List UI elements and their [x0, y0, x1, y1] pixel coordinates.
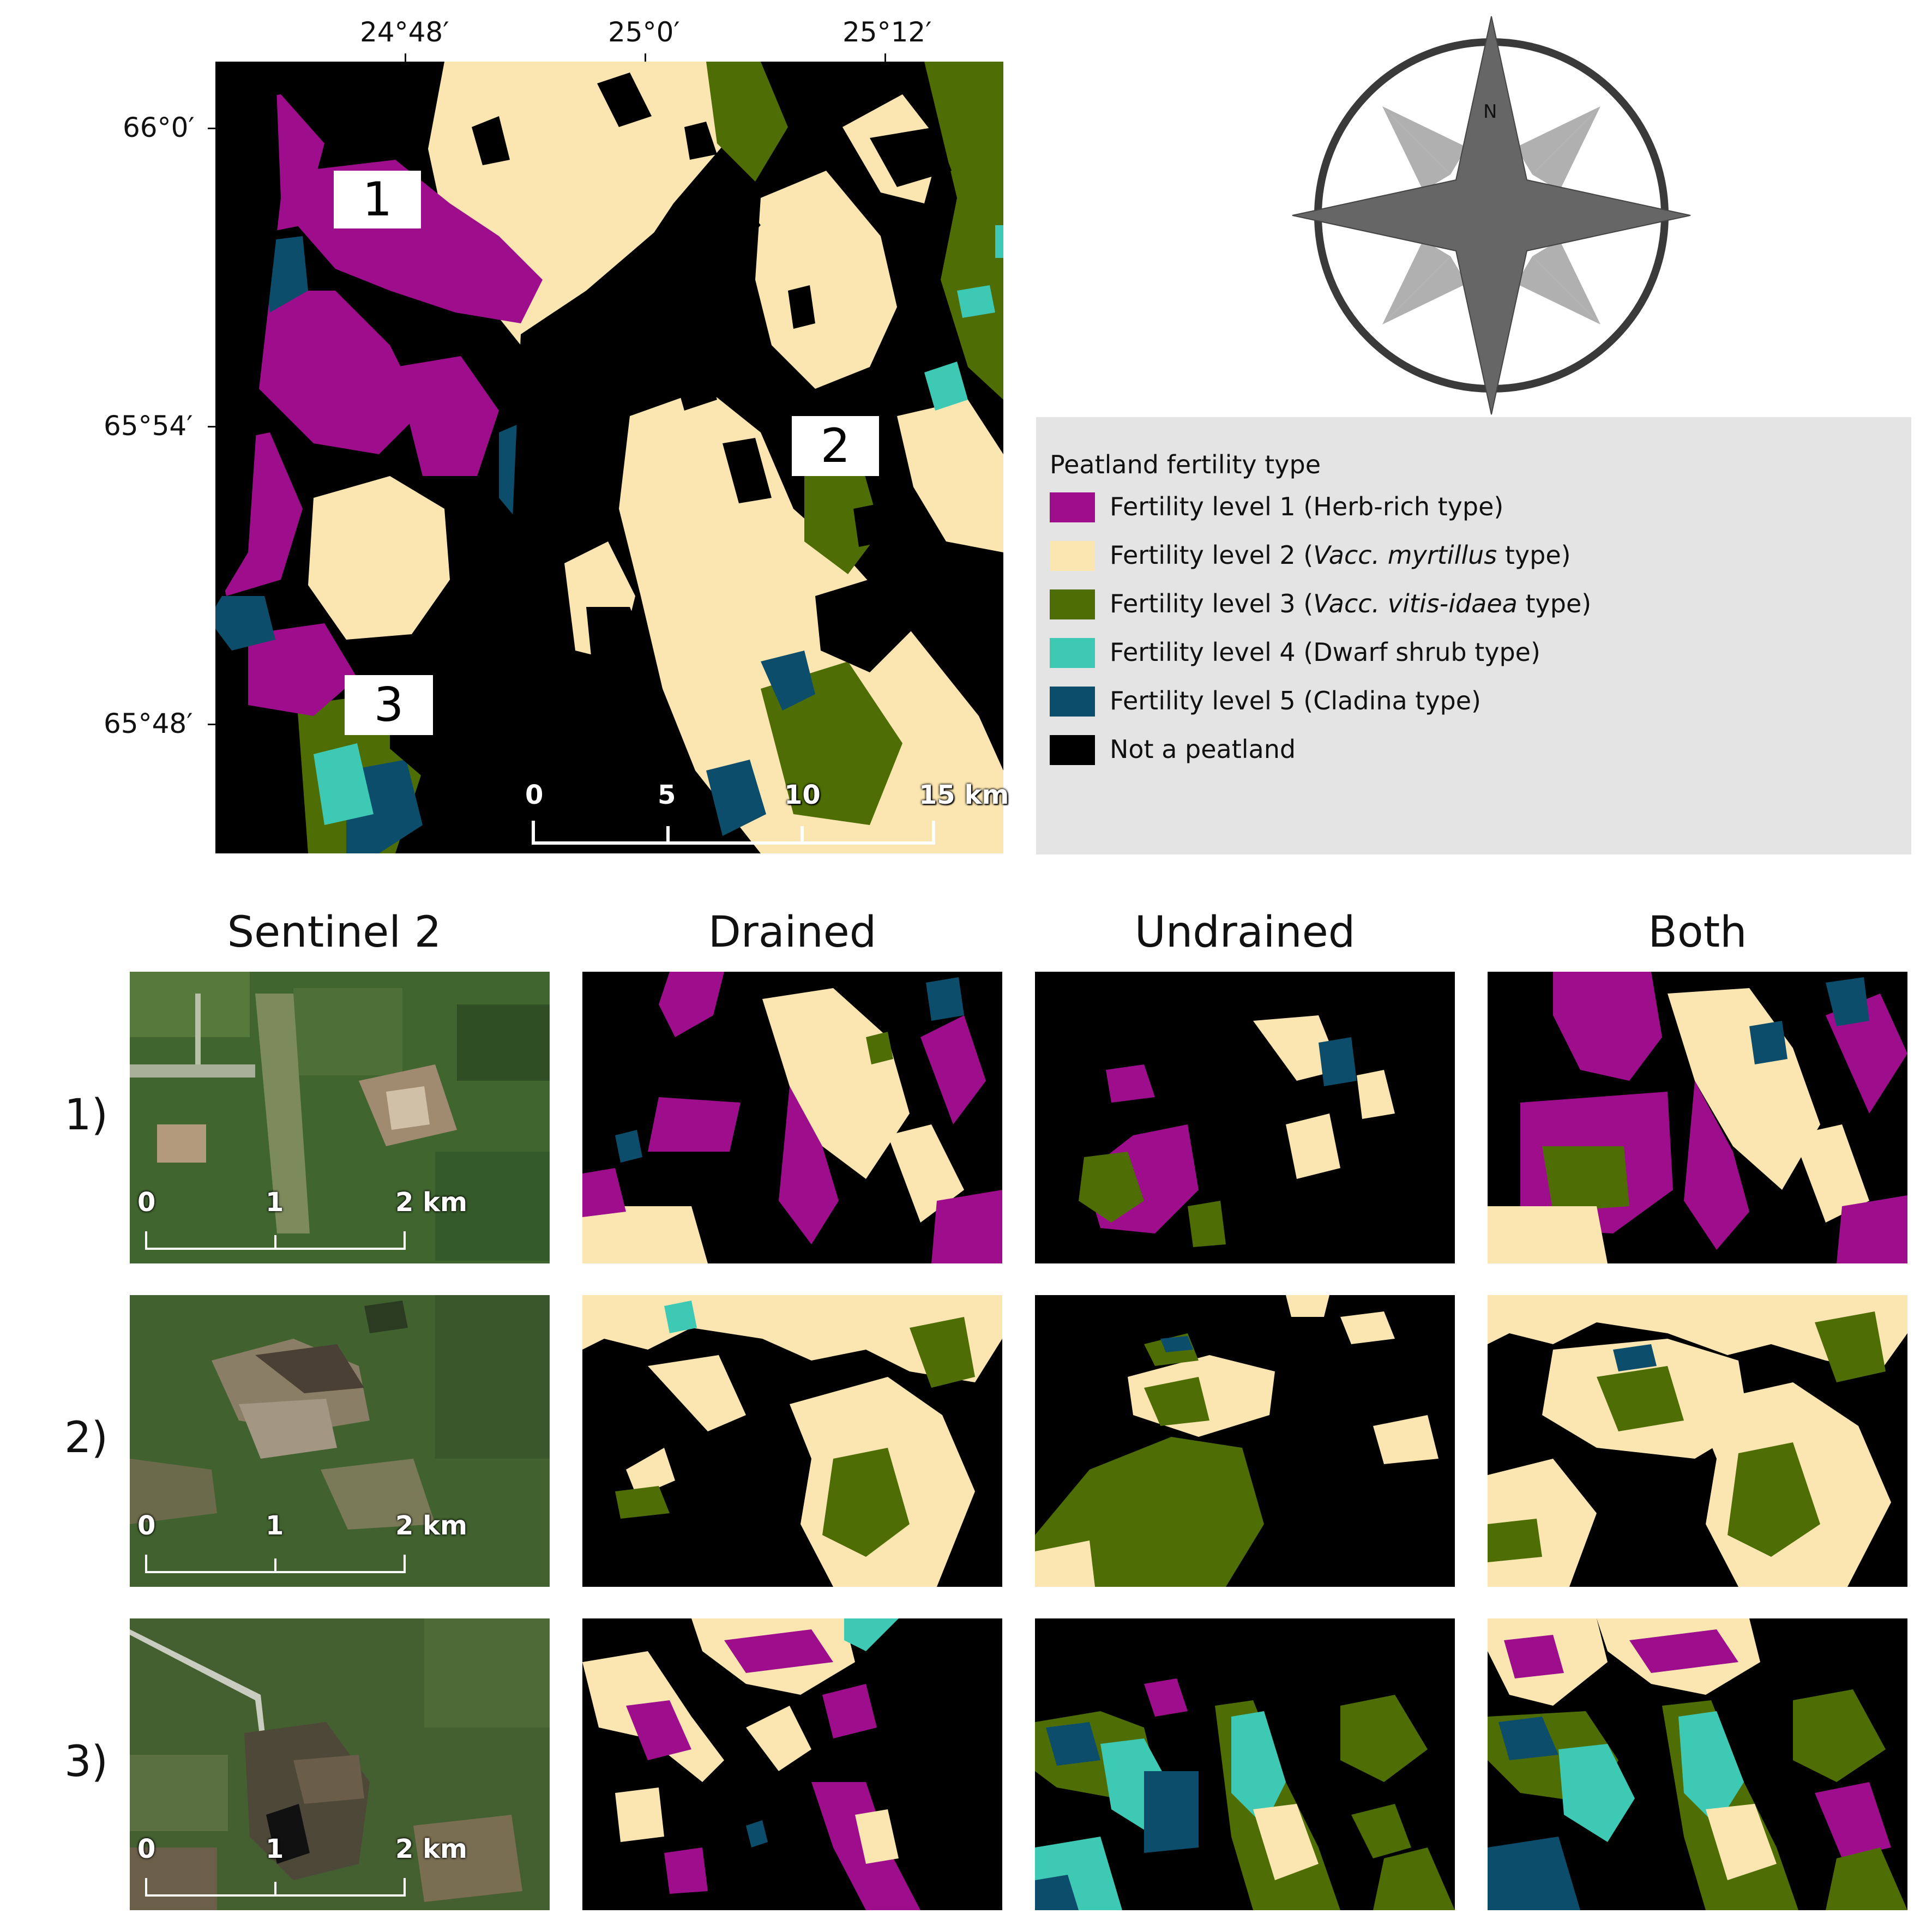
lat-label-1: 66°0′ [123, 112, 195, 143]
drained-map-1 [582, 972, 1002, 1263]
row-label-1: 1) [64, 1091, 109, 1140]
scale-label-10: 10 [784, 780, 821, 810]
region-box-3: 3 [345, 675, 433, 735]
drained-map-3 [582, 1618, 1002, 1910]
small-scale-2-r3: 2 km [395, 1834, 468, 1864]
undrained-panel-1[interactable] [1035, 972, 1455, 1263]
legend-swatch-fertility-4 [1050, 638, 1095, 668]
small-scale-tick-a-r1 [145, 1231, 147, 1250]
small-scale-1-r3: 1 [266, 1834, 284, 1864]
scale-label-0: 0 [525, 780, 544, 810]
legend-swatch-fertility-5 [1050, 687, 1095, 717]
legend-swatch-fertility-3 [1050, 589, 1095, 619]
main-scale-bar [532, 841, 935, 845]
sentinel-image-3 [130, 1618, 550, 1910]
column-header-sentinel: Sentinel 2 [227, 908, 442, 957]
sentinel-panel-3[interactable] [130, 1618, 550, 1910]
undrained-map-3 [1035, 1618, 1455, 1910]
small-scale-tick-b-r2 [274, 1558, 276, 1573]
legend-label-fertility-4: Fertility level 4 (Dwarf shrub type) [1110, 637, 1540, 667]
drained-map-2 [582, 1295, 1002, 1587]
small-scale-tick-c-r1 [404, 1231, 406, 1250]
sentinel-image-2 [130, 1295, 550, 1587]
sentinel-panel-2[interactable] [130, 1295, 550, 1587]
compass-north-label: N [1483, 101, 1497, 123]
small-scale-tick-c-r3 [404, 1878, 406, 1897]
sentinel-image-1 [130, 972, 550, 1263]
lon-tick-3 [884, 53, 886, 62]
legend-label-fertility-1: Fertility level 1 (Herb-rich type) [1110, 492, 1504, 521]
both-map-1 [1488, 972, 1907, 1263]
scale-label-15km: 15 km [919, 780, 1009, 810]
legend-label-fertility-3: Fertility level 3 (Vacc. vitis-idaea typ… [1110, 589, 1592, 618]
lat-label-3: 65°48′ [104, 708, 193, 739]
row-label-2: 2) [64, 1413, 109, 1462]
lat-tick-1 [208, 128, 215, 129]
small-scale-tick-a-r3 [145, 1878, 147, 1897]
small-scale-tick-b-r3 [274, 1882, 276, 1897]
lat-tick-3 [208, 724, 215, 725]
lon-label-3: 25°12′ [842, 16, 932, 48]
small-scale-tick-b-r1 [274, 1235, 276, 1250]
scale-label-5: 5 [658, 780, 676, 810]
both-map-3 [1488, 1618, 1907, 1910]
legend-label-not-peatland: Not a peatland [1110, 735, 1296, 764]
both-map-2 [1488, 1295, 1907, 1587]
drained-panel-2[interactable] [582, 1295, 1002, 1587]
lon-tick-2 [645, 53, 646, 62]
undrained-map-2 [1035, 1295, 1455, 1587]
legend-label-fertility-2: Fertility level 2 (Vacc. myrtillus type) [1110, 540, 1571, 570]
both-panel-1[interactable] [1488, 972, 1907, 1263]
region-box-2: 2 [792, 416, 879, 476]
undrained-panel-3[interactable] [1035, 1618, 1455, 1910]
region-box-1: 1 [334, 171, 421, 228]
small-scale-2-r2: 2 km [395, 1510, 468, 1541]
drained-panel-3[interactable] [582, 1618, 1002, 1910]
column-header-undrained: Undrained [1134, 908, 1356, 957]
main-scale-tick-0 [532, 821, 535, 845]
legend-swatch-fertility-1 [1050, 492, 1095, 522]
lat-label-2: 65°54′ [104, 410, 193, 442]
lat-tick-2 [208, 426, 215, 428]
column-header-both: Both [1648, 908, 1747, 957]
both-panel-3[interactable] [1488, 1618, 1907, 1910]
legend-title: Peatland fertility type [1050, 450, 1321, 479]
small-scale-0-r1: 0 [137, 1187, 156, 1218]
undrained-map-1 [1035, 972, 1455, 1263]
drained-panel-1[interactable] [582, 972, 1002, 1263]
legend: Peatland fertility type Fertility level … [1036, 417, 1911, 854]
row-label-3: 3) [64, 1737, 109, 1786]
small-scale-tick-c-r2 [404, 1555, 406, 1573]
column-header-drained: Drained [708, 908, 877, 957]
both-panel-2[interactable] [1488, 1295, 1907, 1587]
main-scale-tick-10 [801, 826, 804, 845]
lon-tick-1 [405, 53, 406, 62]
main-scale-tick-15 [932, 821, 935, 845]
sentinel-panel-1[interactable] [130, 972, 550, 1263]
undrained-panel-2[interactable] [1035, 1295, 1455, 1587]
small-scale-0-r3: 0 [137, 1834, 156, 1864]
main-scale-tick-5 [666, 826, 670, 845]
lon-label-1: 24°48′ [360, 16, 449, 48]
small-scale-1-r1: 1 [266, 1187, 284, 1218]
small-scale-2-r1: 2 km [395, 1187, 468, 1218]
legend-swatch-not-peatland [1050, 735, 1095, 765]
small-scale-tick-a-r2 [145, 1555, 147, 1573]
lon-label-2: 25°0′ [608, 16, 680, 48]
legend-label-fertility-5: Fertility level 5 (Cladina type) [1110, 686, 1481, 715]
compass-rose-icon [1287, 11, 1696, 425]
small-scale-0-r2: 0 [137, 1510, 156, 1541]
small-scale-1-r2: 1 [266, 1510, 284, 1541]
legend-swatch-fertility-2 [1050, 541, 1095, 571]
